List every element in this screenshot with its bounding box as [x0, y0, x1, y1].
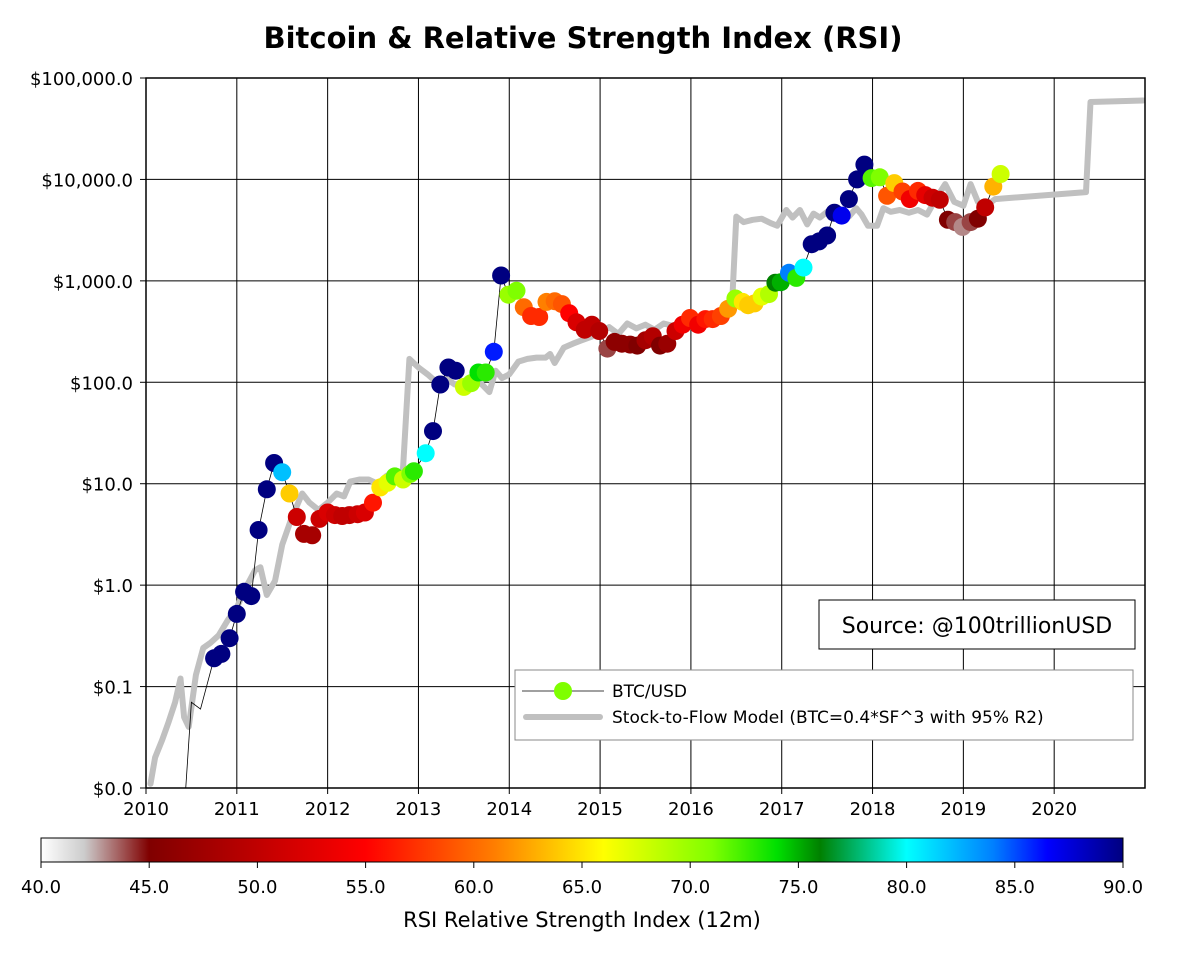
legend-s2f-label: Stock-to-Flow Model (BTC=0.4*SF^3 with 9…	[612, 708, 1044, 728]
btc-point	[220, 629, 239, 648]
x-axis: 2010 2011 2012 2013 2014 2015 2016 2017 2018 2019…	[123, 788, 1077, 820]
legend-box	[514, 669, 1134, 741]
btc-point	[280, 484, 299, 503]
colorbar-ticks: 40.0 45.0 50.0 55.0 60.0 65.0 70.0 75.0 80.0 85.0…	[21, 862, 1143, 898]
x-tick-label: 2012	[305, 799, 351, 820]
btc-point	[424, 422, 442, 441]
source-text: Source: @100trillionUSD	[842, 614, 1113, 639]
btc-point	[832, 206, 851, 225]
btc-point	[257, 480, 276, 499]
y-tick-label: $10,000.0	[41, 170, 133, 191]
colorbar-tick-label: 80.0	[887, 877, 927, 898]
btc-point	[287, 508, 306, 526]
x-tick-label: 2019	[940, 799, 986, 820]
legend: BTC/USD Stock-to-Flow Model (BTC=0.4*SF^…	[514, 669, 1134, 741]
btc-point	[818, 226, 837, 245]
btc-point	[227, 604, 246, 623]
btc-point	[484, 342, 503, 361]
btc-point	[492, 266, 511, 285]
btc-point	[431, 375, 450, 394]
btc-usd-points	[205, 155, 1010, 668]
y-tick-label: $0.1	[93, 678, 133, 699]
colorbar-tick-label: 90.0	[1103, 877, 1143, 898]
x-tick-label: 2011	[214, 799, 260, 820]
colorbar-tick-label: 55.0	[346, 877, 386, 898]
btc-point	[364, 493, 382, 512]
colorbar-label: RSI Relative Strength Index (12m)	[403, 908, 761, 932]
source-box	[818, 599, 1136, 650]
x-tick-label: 2017	[759, 799, 805, 820]
btc-point	[848, 170, 867, 189]
btc-point	[273, 463, 292, 482]
legend-btc-label: BTC/USD	[612, 682, 687, 702]
plot-frame	[145, 77, 1146, 789]
btc-point	[794, 258, 813, 277]
x-tick-label: 2014	[486, 799, 532, 820]
btc-point	[930, 190, 949, 209]
btc-point	[870, 168, 889, 187]
btc-point	[212, 644, 231, 663]
legend-btc-marker	[554, 682, 572, 700]
colorbar-tick-label: 40.0	[21, 877, 61, 898]
y-tick-label: $100.0	[70, 373, 133, 394]
btc-point	[249, 521, 268, 539]
x-tick-label: 2015	[577, 799, 623, 820]
colorbar-tick-label: 65.0	[562, 877, 602, 898]
x-tick-label: 2020	[1031, 799, 1077, 820]
y-axis: $0.0 $0.1 $1.0 $10.0 $100.0 $1,000.0 $10,000.0…	[30, 69, 146, 800]
colorbar-tick-label: 45.0	[129, 877, 169, 898]
btc-point	[404, 462, 423, 481]
x-tick-label: 2013	[396, 799, 442, 820]
x-tick-label: 2010	[123, 799, 169, 820]
y-tick-label: $1,000.0	[53, 272, 133, 293]
colorbar-tick-label: 85.0	[995, 877, 1035, 898]
colorbar-tick-label: 70.0	[670, 877, 710, 898]
btc-point	[976, 198, 995, 217]
y-tick-label: $100,000.0	[30, 69, 133, 90]
btc-point	[839, 190, 858, 209]
colorbar-tick-label: 50.0	[237, 877, 277, 898]
y-tick-label: $10.0	[81, 475, 133, 496]
colorbar	[40, 837, 1124, 863]
source-annotation: Source: @100trillionUSD	[818, 599, 1136, 650]
btc-point	[530, 308, 549, 326]
btc-point	[446, 361, 465, 380]
x-tick-label: 2016	[668, 799, 714, 820]
btc-point	[991, 165, 1010, 183]
y-tick-label: $0.0	[93, 779, 133, 800]
btc-point	[590, 322, 609, 340]
btc-point	[303, 526, 322, 545]
btc-point	[242, 587, 261, 606]
stock-to-flow-line	[147, 97, 1145, 787]
colorbar-tick-label: 60.0	[454, 877, 494, 898]
colorbar-tick-label: 75.0	[778, 877, 818, 898]
y-tick-label: $1.0	[93, 576, 133, 597]
btc-point	[855, 155, 874, 174]
x-tick-label: 2018	[850, 799, 896, 820]
chart-title: Bitcoin & Relative Strength Index (RSI)	[264, 21, 903, 55]
btc-point	[507, 281, 526, 300]
btc-point	[476, 363, 495, 382]
btc-point	[416, 444, 435, 463]
